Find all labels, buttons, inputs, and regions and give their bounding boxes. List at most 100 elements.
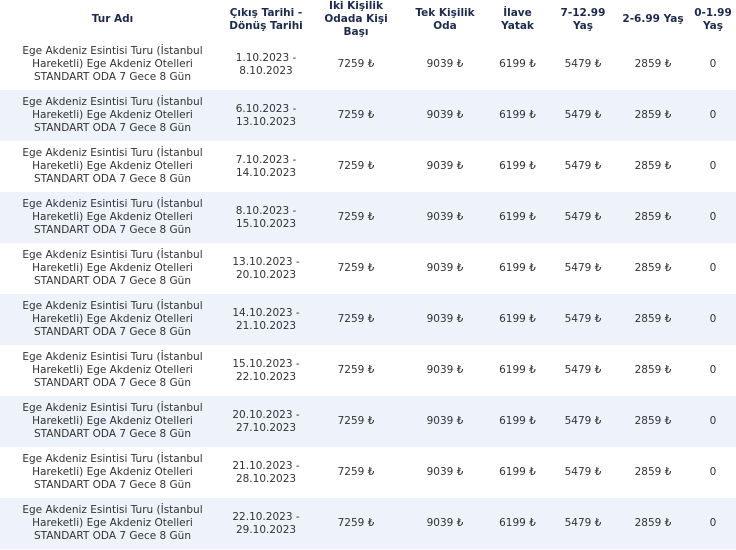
table-cell: 20.10.2023 - 27.10.2023 — [225, 396, 307, 447]
table-cell: 6.10.2023 - 13.10.2023 — [225, 90, 307, 141]
table-cell: 7259 ₺ — [337, 160, 375, 172]
table-row: Ege Akdeniz Esintisi Turu (İstanbul Hare… — [0, 243, 736, 294]
table-cell: 22.10.2023 - 29.10.2023 — [225, 498, 307, 549]
table-cell: 5479 ₺ — [550, 90, 616, 141]
table-cell: 5479 ₺ — [550, 192, 616, 243]
table-cell: 0 — [709, 58, 717, 70]
table-cell: 2859 ₺ — [616, 192, 690, 243]
table-cell: 6199 ₺ — [485, 396, 550, 447]
table-cell: 7259 ₺ — [307, 498, 405, 549]
table-row: Ege Akdeniz Esintisi Turu (İstanbul Hare… — [0, 141, 736, 192]
table-cell: Ege Akdeniz Esintisi Turu (İstanbul Hare… — [22, 351, 203, 389]
table-row: Ege Akdeniz Esintisi Turu (İstanbul Hare… — [0, 396, 736, 447]
table-row: Ege Akdeniz Esintisi Turu (İstanbul Hare… — [0, 192, 736, 243]
table-cell: Ege Akdeniz Esintisi Turu (İstanbul Hare… — [0, 192, 225, 243]
table-cell: 9039 ₺ — [426, 364, 464, 376]
column-header: İlave Yatak — [501, 6, 534, 32]
table-cell: 2859 ₺ — [634, 364, 672, 376]
table-row: Ege Akdeniz Esintisi Turu (İstanbul Hare… — [0, 39, 736, 90]
table-cell: 0 — [690, 90, 736, 141]
table-cell: 9039 ₺ — [426, 58, 464, 70]
table-cell: 0 — [690, 294, 736, 345]
column-header: 0-1.99 Yaş — [694, 6, 732, 32]
table-cell: 7259 ₺ — [337, 364, 375, 376]
column-header: Çıkış Tarihi - Dönüş Tarihi — [229, 6, 303, 32]
table-row: Ege Akdeniz Esintisi Turu (İstanbul Hare… — [0, 447, 736, 498]
table-cell: Ege Akdeniz Esintisi Turu (İstanbul Hare… — [22, 249, 203, 287]
column-header: 2-6.99 Yaş — [622, 13, 684, 25]
column-header: Tek Kişilik Oda — [415, 6, 475, 32]
table-cell: 2859 ₺ — [634, 466, 672, 478]
table-cell: 0 — [709, 364, 717, 376]
table-cell: 9039 ₺ — [426, 466, 464, 478]
table-cell: Ege Akdeniz Esintisi Turu (İstanbul Hare… — [22, 453, 203, 491]
table-cell: 0 — [690, 396, 736, 447]
table-cell: 7259 ₺ — [307, 294, 405, 345]
table-cell: 5479 ₺ — [564, 58, 602, 70]
table-cell: 6199 ₺ — [499, 364, 536, 376]
table-cell: 7259 ₺ — [307, 90, 405, 141]
table-cell: 15.10.2023 - 22.10.2023 — [232, 357, 300, 383]
table-cell: 5479 ₺ — [564, 262, 602, 274]
table-cell: 7259 ₺ — [307, 396, 405, 447]
column-header: 7-12.99 Yaş — [560, 6, 606, 32]
table-cell: 9039 ₺ — [405, 192, 485, 243]
table-cell: 6199 ₺ — [499, 466, 536, 478]
table-cell: 6199 ₺ — [485, 294, 550, 345]
column-header: İki Kişilik Odada Kişi Başı — [324, 0, 388, 38]
table-cell: 13.10.2023 - 20.10.2023 — [232, 255, 300, 281]
table-body: Ege Akdeniz Esintisi Turu (İstanbul Hare… — [0, 39, 736, 549]
table-cell: 2859 ₺ — [616, 294, 690, 345]
table-cell: 2859 ₺ — [616, 90, 690, 141]
table-row: Ege Akdeniz Esintisi Turu (İstanbul Hare… — [0, 90, 736, 141]
table-cell: 21.10.2023 - 28.10.2023 — [232, 459, 300, 485]
table-cell: 5479 ₺ — [564, 364, 602, 376]
table-cell: 7.10.2023 - 14.10.2023 — [235, 153, 297, 179]
table-cell: Ege Akdeniz Esintisi Turu (İstanbul Hare… — [0, 294, 225, 345]
table-cell: 2859 ₺ — [634, 58, 672, 70]
table-cell: 7259 ₺ — [337, 58, 375, 70]
table-cell: Ege Akdeniz Esintisi Turu (İstanbul Hare… — [0, 90, 225, 141]
table-cell: 2859 ₺ — [616, 498, 690, 549]
table-cell: 9039 ₺ — [426, 160, 464, 172]
column-header: Tur Adı — [91, 13, 134, 25]
table-cell: 5479 ₺ — [564, 466, 602, 478]
table-cell: 5479 ₺ — [550, 396, 616, 447]
header-row: Tur Adı Çıkış Tarihi - Dönüş Tarihi İki Ki… — [0, 0, 736, 39]
table-cell: 7259 ₺ — [337, 262, 375, 274]
table-header: Tur Adı Çıkış Tarihi - Dönüş Tarihi İki Ki… — [0, 0, 736, 39]
table-cell: 6199 ₺ — [485, 192, 550, 243]
table-cell: 5479 ₺ — [564, 160, 602, 172]
table-cell: 7259 ₺ — [307, 192, 405, 243]
table-cell: 7259 ₺ — [337, 466, 375, 478]
table-cell: 0 — [709, 262, 717, 274]
table-cell: 8.10.2023 - 15.10.2023 — [225, 192, 307, 243]
table-cell: 6199 ₺ — [485, 90, 550, 141]
table-cell: 5479 ₺ — [550, 294, 616, 345]
table-cell: 1.10.2023 - 8.10.2023 — [235, 51, 297, 77]
table-cell: 6199 ₺ — [499, 58, 536, 70]
table-cell: 2859 ₺ — [616, 396, 690, 447]
table-cell: Ege Akdeniz Esintisi Turu (İstanbul Hare… — [22, 45, 203, 83]
table-cell: 0 — [709, 466, 717, 478]
table-cell: 2859 ₺ — [634, 262, 672, 274]
table-cell: 14.10.2023 - 21.10.2023 — [225, 294, 307, 345]
table-cell: 6199 ₺ — [485, 498, 550, 549]
table-cell: Ege Akdeniz Esintisi Turu (İstanbul Hare… — [0, 498, 225, 549]
table-cell: 6199 ₺ — [499, 262, 536, 274]
table-row: Ege Akdeniz Esintisi Turu (İstanbul Hare… — [0, 498, 736, 549]
table-cell: 0 — [690, 498, 736, 549]
table-cell: 0 — [709, 160, 717, 172]
table-cell: 6199 ₺ — [499, 160, 536, 172]
table-cell: 9039 ₺ — [405, 498, 485, 549]
table-cell: 9039 ₺ — [426, 262, 464, 274]
table-cell: 0 — [690, 192, 736, 243]
table-cell: 9039 ₺ — [405, 90, 485, 141]
table-row: Ege Akdeniz Esintisi Turu (İstanbul Hare… — [0, 345, 736, 396]
table-cell: 5479 ₺ — [550, 498, 616, 549]
table-cell: Ege Akdeniz Esintisi Turu (İstanbul Hare… — [22, 147, 203, 185]
table-row: Ege Akdeniz Esintisi Turu (İstanbul Hare… — [0, 294, 736, 345]
table-cell: 9039 ₺ — [405, 294, 485, 345]
